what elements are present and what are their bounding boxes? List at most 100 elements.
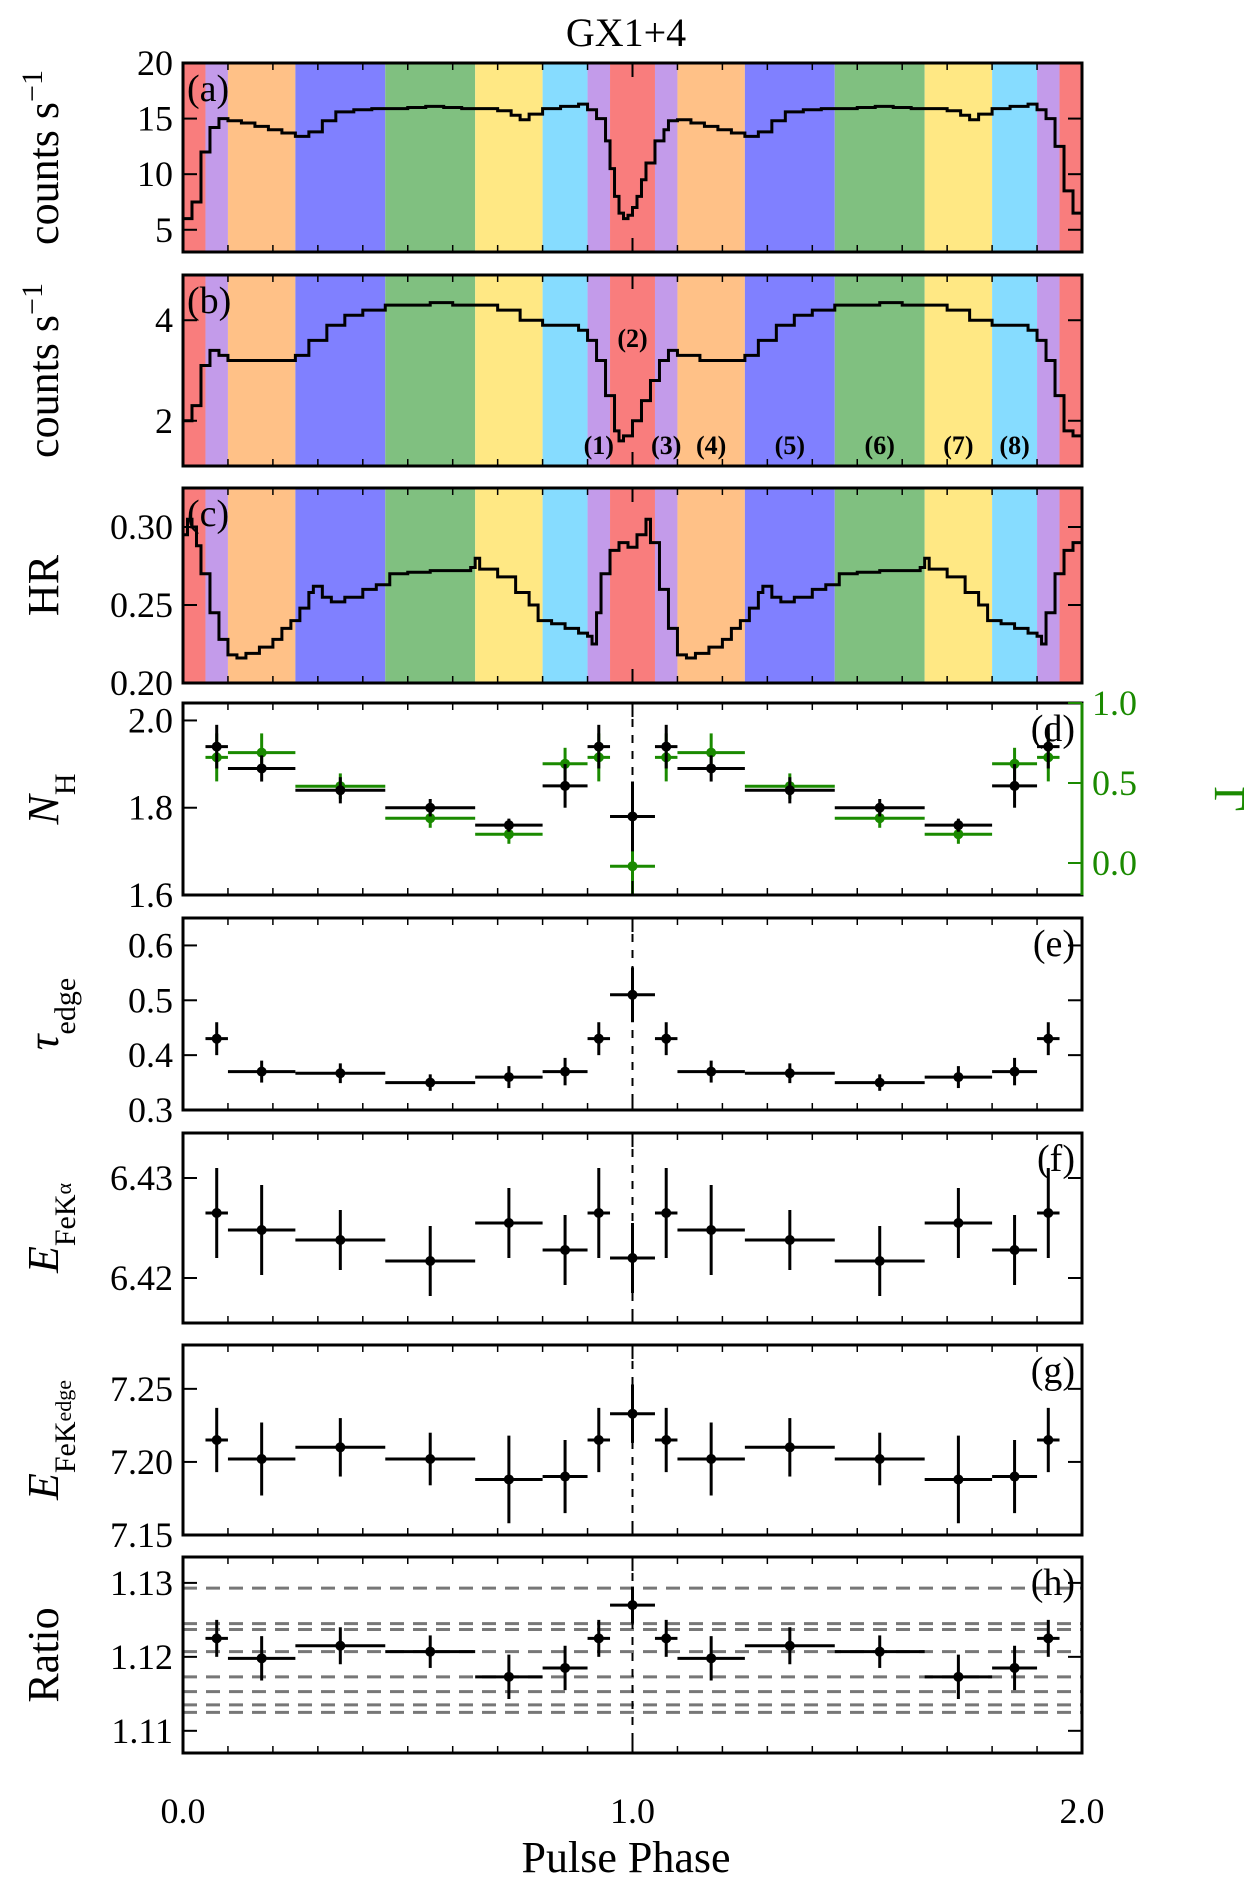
phase-region-1 (587, 63, 611, 252)
data-point (924, 818, 993, 832)
data-point-marker (560, 1245, 571, 1255)
y-tick-label: 0.30 (110, 507, 173, 547)
phase-region-4 (227, 275, 296, 466)
data-point (654, 724, 678, 769)
phase-region-8 (992, 488, 1038, 683)
data-point-marker (953, 1671, 964, 1682)
data-point-marker (211, 1435, 222, 1445)
y-tick-label: 4 (155, 300, 173, 340)
data-point (542, 1215, 588, 1285)
phase-region-2 (1059, 488, 1082, 683)
y-tick-label: 7.15 (110, 1515, 173, 1555)
data-point (587, 1619, 611, 1657)
data-point (654, 1168, 678, 1258)
x-tick-labels: 0.0 1.0 2.0 (161, 1791, 1105, 1831)
y-tick-label: 0.4 (128, 1035, 173, 1075)
phase-region-6 (385, 63, 476, 252)
data-point-marker (256, 1066, 267, 1077)
segment-label: (8) (999, 431, 1029, 460)
data-point (295, 1210, 386, 1270)
panel-letter: (b) (187, 280, 231, 322)
data-point-marker (560, 1471, 571, 1482)
data-point-marker (1043, 741, 1054, 752)
phase-region-4 (227, 63, 296, 252)
phase-region-3 (654, 63, 678, 252)
data-point-marker (593, 741, 604, 752)
data-point (744, 1627, 835, 1665)
data-point-marker (1009, 1471, 1020, 1482)
data-point (227, 1636, 296, 1681)
segment-label: (4) (696, 431, 726, 460)
data-point-marker (1009, 1245, 1020, 1255)
data-point-marker (953, 1218, 964, 1228)
phase-region-2 (610, 275, 655, 466)
panel-a: 5 10 15 20 (a) counts s−1 (16, 43, 1084, 254)
data-point-marker (706, 1653, 717, 1664)
phase-region-8 (992, 63, 1038, 252)
data-point-marker (211, 741, 222, 752)
y-tick-label: 1.8 (128, 788, 173, 828)
gamma-point-marker (874, 813, 885, 824)
phase-region-7 (924, 488, 993, 683)
phase-region-4 (677, 275, 745, 466)
data-point (385, 1226, 476, 1296)
phase-region-2 (183, 488, 206, 683)
data-point-marker (211, 1633, 222, 1644)
data-point (924, 1435, 993, 1524)
data-point-marker (1043, 1208, 1054, 1218)
data-point-marker (593, 1633, 604, 1644)
data-point (587, 1168, 611, 1258)
data-point-marker (784, 1068, 795, 1079)
data-point-marker (784, 1640, 795, 1651)
y-axis-label: τedge (19, 978, 82, 1050)
data-point (205, 1168, 228, 1258)
phase-region-7 (924, 63, 993, 252)
light-curve (183, 517, 1082, 660)
segment-label: (1) (584, 431, 614, 460)
phase-region-6 (385, 488, 476, 683)
data-point-marker (425, 1646, 436, 1657)
phase-region-6 (834, 63, 925, 252)
data-point-marker (503, 1474, 514, 1485)
segment-label: (5) (775, 431, 805, 460)
data-point-marker (784, 1235, 795, 1245)
data-point (475, 1066, 543, 1089)
phase-region-7 (475, 488, 543, 683)
data-point (992, 1440, 1038, 1514)
panel-letter: (g) (1031, 1350, 1075, 1392)
panel-letter: (d) (1031, 708, 1075, 750)
data-point (654, 1022, 678, 1056)
data-point-marker (593, 1208, 604, 1218)
data-point-marker (661, 1435, 672, 1445)
data-point-marker (627, 1408, 638, 1419)
data-point (992, 1215, 1038, 1285)
data-point (610, 1586, 655, 1624)
data-point-marker (335, 1235, 346, 1245)
y-tick-label: 20 (137, 43, 173, 83)
data-point-marker (503, 1072, 514, 1083)
data-point (205, 724, 228, 769)
y-tick-label: 6.43 (110, 1158, 173, 1198)
data-point (205, 1022, 228, 1056)
data-point-marker (560, 1662, 571, 1673)
phase-region-5 (744, 63, 835, 252)
panel-f: 6.42 6.43 (f) EFeKα (19, 1131, 1084, 1325)
data-point (744, 1418, 835, 1477)
panel-e: 0.3 0.4 0.5 0.6 (e) τedge (19, 916, 1084, 1130)
data-point (1037, 724, 1060, 769)
data-point (610, 1223, 655, 1293)
right-y-tick-label: 0.0 (1092, 843, 1137, 883)
gamma-point-marker (1009, 758, 1020, 769)
data-point-marker (953, 1474, 964, 1485)
data-point-marker (874, 802, 885, 813)
light-curve (183, 301, 1082, 443)
data-point (834, 1432, 925, 1486)
phase-region-6 (834, 488, 925, 683)
data-point-marker (953, 1072, 964, 1083)
data-point-marker (593, 1033, 604, 1044)
data-point (1037, 1619, 1060, 1657)
data-point (677, 755, 745, 782)
x-tick-label: 2.0 (1060, 1791, 1105, 1831)
data-point-marker (425, 1077, 436, 1088)
data-point (1037, 1168, 1060, 1258)
